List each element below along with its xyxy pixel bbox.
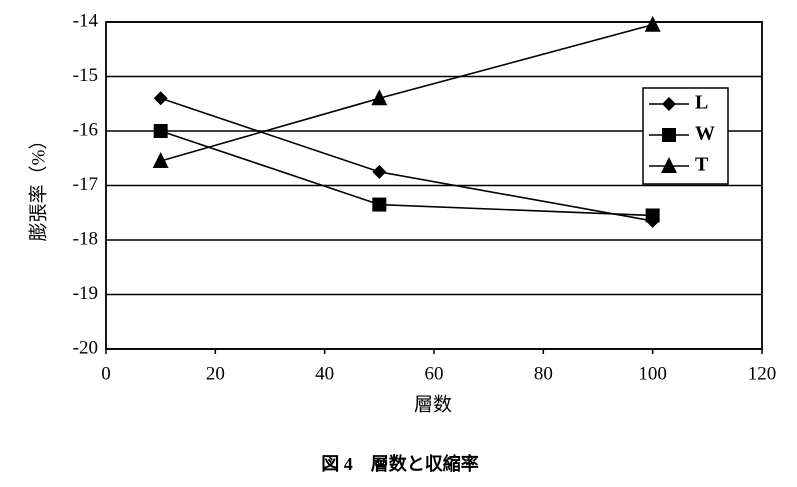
x-tick-label: 80 — [534, 363, 553, 384]
x-tick-label: 100 — [638, 363, 667, 384]
series-line — [160, 130, 653, 217]
marker — [644, 15, 661, 32]
y-tick-label: -18 — [73, 228, 98, 249]
marker — [662, 128, 676, 142]
x-tick-label: 120 — [748, 363, 777, 384]
marker — [645, 208, 660, 223]
legend-box — [642, 87, 729, 185]
legend-label: L — [695, 92, 708, 114]
y-tick-label: -14 — [73, 10, 99, 31]
legend-label: W — [695, 123, 715, 145]
y-tick-label: -20 — [73, 337, 98, 358]
marker — [371, 89, 388, 106]
y-tick-label: -17 — [73, 174, 98, 195]
x-tick-label: 60 — [425, 363, 444, 384]
y-tick-label: -15 — [73, 65, 98, 86]
marker — [153, 124, 168, 138]
marker — [661, 157, 677, 173]
x-tick-label: 20 — [206, 363, 225, 384]
legend-label: T — [695, 154, 709, 176]
caption: 図 4 層数と収縮率 — [321, 453, 479, 474]
x-tick-label: 0 — [101, 363, 111, 384]
series-line — [160, 97, 653, 222]
marker — [153, 91, 168, 106]
x-tick-label: 40 — [315, 363, 334, 384]
marker — [372, 197, 387, 212]
plot-frame — [105, 21, 763, 350]
y-tick-label: -16 — [73, 119, 98, 140]
y-tick-label: -19 — [73, 283, 98, 304]
marker — [662, 97, 676, 111]
marker — [152, 151, 169, 168]
series-line — [160, 23, 653, 162]
x-axis-label: 層数 — [414, 393, 452, 415]
marker — [372, 164, 387, 179]
y-axis-label: 膨張率（%） — [27, 131, 49, 242]
